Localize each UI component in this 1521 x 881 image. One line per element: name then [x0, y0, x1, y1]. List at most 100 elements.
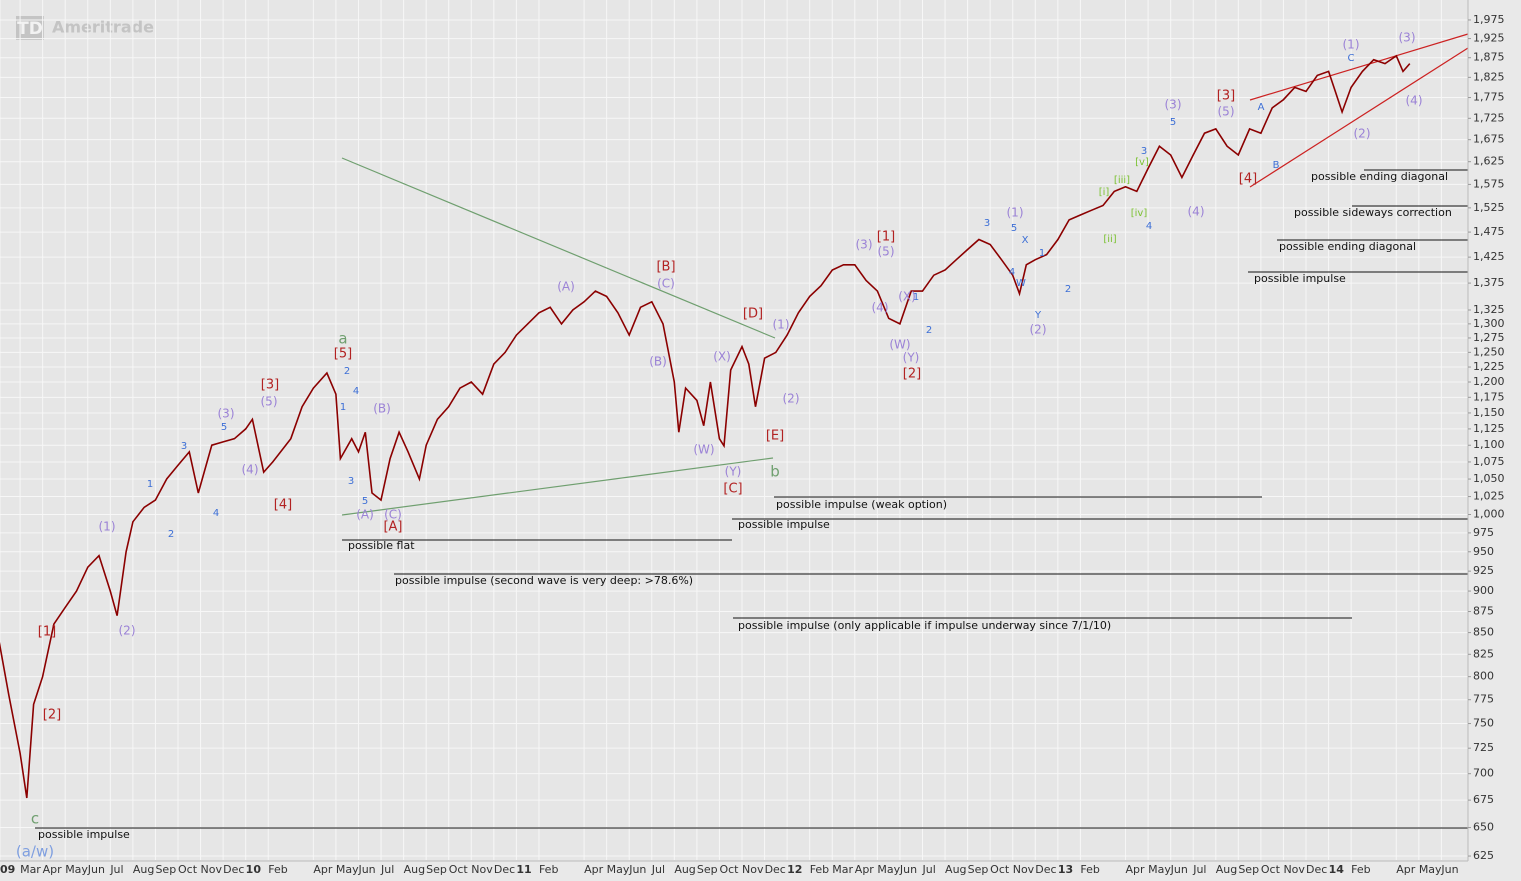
y-tick-label: 1,675	[1473, 133, 1505, 146]
wave-label: 1	[913, 292, 919, 303]
wave-label: [ii]	[1103, 234, 1116, 245]
y-tick-label: 1,075	[1473, 455, 1505, 468]
wave-label: W	[1016, 278, 1026, 289]
x-tick-label: 11	[516, 863, 531, 876]
y-tick-label: 650	[1473, 821, 1494, 834]
x-tick-label: Oct	[449, 863, 469, 876]
y-tick-label: 1,175	[1473, 390, 1505, 403]
x-tick-label: Dec	[1306, 863, 1327, 876]
price-line	[0, 54, 1411, 799]
wave-label: (5)	[878, 245, 895, 259]
wave-label: [5]	[334, 347, 352, 362]
wave-label: (W)	[889, 338, 910, 352]
wave-label: [D]	[743, 307, 763, 322]
wave-label: c	[31, 810, 39, 828]
wave-label: (4)	[1406, 94, 1423, 108]
wave-label: 5	[362, 496, 368, 507]
logo-text: TD	[17, 19, 43, 39]
wave-label: 3	[348, 476, 354, 487]
wave-label: 5	[1011, 223, 1017, 234]
wave-label: (X)	[713, 350, 731, 364]
wave-label: (4)	[242, 463, 259, 477]
x-tick-label: Jun	[899, 863, 917, 876]
wave-label: (A)	[356, 508, 374, 522]
level-label: possible impulse (only applicable if imp…	[738, 619, 1111, 632]
wave-label: 2	[926, 325, 932, 336]
y-tick-label: 1,525	[1473, 201, 1505, 214]
x-tick-label: Mar	[832, 863, 853, 876]
wave-label: 4	[213, 508, 219, 519]
wave-label: Y	[1034, 310, 1042, 321]
y-tick-label: 1,325	[1473, 303, 1505, 316]
y-tick-label: 1,250	[1473, 345, 1505, 358]
wave-label: [A]	[383, 520, 402, 535]
y-tick-label: 675	[1473, 793, 1494, 806]
wave-label: (W)	[693, 443, 714, 457]
level-label: possible impulse (second wave is very de…	[395, 574, 693, 587]
watermark: Ameritrade	[52, 18, 154, 37]
x-tick-label: Dec	[223, 863, 244, 876]
wave-label: (3)	[218, 407, 235, 421]
wave-label: 1	[147, 479, 153, 490]
wave-label: 5	[221, 422, 227, 433]
x-tick-label: Jul	[1192, 863, 1206, 876]
x-tick-label: Sep	[426, 863, 447, 876]
x-tick-label: Jul	[921, 863, 935, 876]
wave-label: [E]	[766, 429, 784, 444]
wave-label: [3]	[1217, 89, 1235, 104]
x-tick-label: May	[607, 863, 630, 876]
wave-label: (X)	[898, 290, 916, 304]
x-tick-label: Apr	[1126, 863, 1146, 876]
x-tick-label: 12	[787, 863, 802, 876]
trend-line	[341, 457, 774, 516]
x-tick-label: Aug	[674, 863, 695, 876]
x-tick-label: Apr	[584, 863, 604, 876]
x-tick-label: Jun	[628, 863, 646, 876]
x-tick-label: Aug	[1216, 863, 1237, 876]
x-tick-label: Nov	[742, 863, 764, 876]
x-tick-label: Dec	[765, 863, 786, 876]
level-label: possible sideways correction	[1294, 206, 1452, 219]
y-tick-label: 1,725	[1473, 111, 1505, 124]
wave-label: B	[1273, 160, 1280, 171]
y-tick-label: 1,100	[1473, 438, 1505, 451]
y-tick-label: 1,575	[1473, 177, 1505, 190]
trend-line	[1249, 47, 1469, 188]
x-tick-label: Aug	[945, 863, 966, 876]
x-tick-label: May	[336, 863, 359, 876]
x-tick-label: Sep	[155, 863, 176, 876]
wave-label: [C]	[723, 482, 742, 497]
y-tick-label: 1,625	[1473, 155, 1505, 168]
wave-label: [1]	[38, 625, 56, 640]
x-tick-label: Jun	[87, 863, 105, 876]
wave-label: (B)	[649, 355, 667, 369]
x-tick-label: Feb	[268, 863, 287, 876]
x-tick-label: Nov	[471, 863, 493, 876]
x-tick-label: Oct	[719, 863, 739, 876]
y-tick-label: 1,975	[1473, 13, 1505, 26]
wave-label: a	[338, 330, 347, 348]
trend-line	[341, 157, 776, 339]
wave-label: b	[770, 463, 780, 481]
x-tick-label: Oct	[1261, 863, 1281, 876]
y-tick-label: 825	[1473, 647, 1494, 660]
y-tick-label: 1,125	[1473, 422, 1505, 435]
wave-label: (3)	[1399, 31, 1416, 45]
wave-label: 3	[1141, 146, 1147, 157]
wave-label: (1)	[1343, 38, 1360, 52]
wave-label: 3	[181, 441, 187, 452]
x-tick-label: 10	[246, 863, 262, 876]
y-tick-label: 625	[1473, 849, 1494, 862]
y-tick-label: 1,025	[1473, 490, 1505, 503]
x-tick-label: Apr	[313, 863, 333, 876]
x-tick-label: Apr	[43, 863, 63, 876]
x-tick-label: Oct	[178, 863, 198, 876]
y-tick-label: 725	[1473, 741, 1494, 754]
wave-label: A	[1258, 102, 1265, 113]
y-tick-label: 1,775	[1473, 91, 1505, 104]
x-tick-label: Jul	[109, 863, 123, 876]
x-tick-label: 09	[0, 863, 15, 876]
x-tick-label: Aug	[404, 863, 425, 876]
wave-label: 4	[353, 386, 359, 397]
x-tick-label: Jul	[651, 863, 665, 876]
